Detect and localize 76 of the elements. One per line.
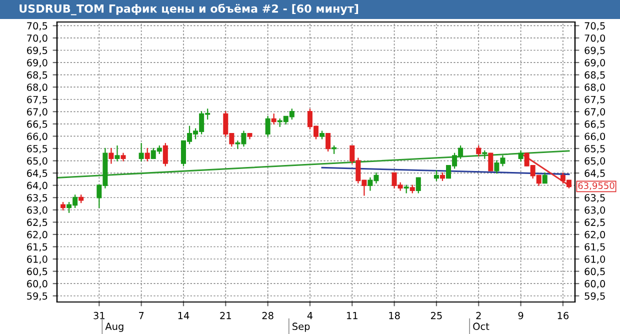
text: Aug [105,322,124,332]
y-tick-label: 70,5 [27,22,48,31]
y2-tick-label: 67,5 [584,96,605,104]
candlestick [265,116,270,137]
y-tick-label: 63,5 [27,194,48,202]
y-tick-label: 66,5 [27,120,48,129]
y2-tick-label: 66,0 [584,132,606,142]
y-tick-label: 67,0 [27,108,48,116]
y-tick-label: 61,5 [27,243,48,252]
candlestick [326,133,331,152]
x-tick-label: 11 [347,312,358,320]
candlestick [488,152,494,172]
y2-tick-label: 69,0 [584,59,606,68]
y2-tick-label: 63,5 [584,194,605,202]
y2-tick-label: 63,0 [584,206,606,215]
y-tick-label: 61,0 [27,255,48,264]
y-tick-label: 69,0 [27,59,48,68]
y2-tick-label: 62,0 [584,230,606,240]
y-tick-label: 66,0 [27,132,48,142]
y-tick-label: 64,0 [27,182,48,190]
y-tick-label: 67,5 [27,96,48,104]
text: 63,9550 [578,182,614,190]
y2-tick-label: 70,5 [584,22,605,31]
y2-tick-label: 60,0 [584,280,606,288]
candlestick [518,150,524,162]
y-tick-label: 65,5 [27,144,48,154]
x-tick-label: 18 [389,312,400,320]
y2-tick-label: 59,5 [584,292,605,301]
y-tick-label: 68,0 [27,84,48,92]
candlestick [434,170,439,181]
y2-tick-label: 69,5 [584,46,605,56]
y-tick-label: 59,5 [27,292,48,301]
text: Oct [473,322,490,330]
x-tick-label: 31 [94,312,104,320]
y2-tick-label: 68,0 [584,84,606,92]
y-tick-label: 60,5 [27,268,48,276]
y-tick-label: 63,0 [27,206,48,215]
y2-tick-label: 65,0 [584,157,606,166]
x-tick-label: 16 [558,312,569,320]
candlestick [144,148,150,162]
x-tick-label: 2 [476,312,481,320]
x-tick-label: 21 [220,312,231,320]
y2-tick-label: 62,5 [584,218,605,227]
candlestick [162,143,168,166]
y2-tick-label: 66,5 [584,120,605,129]
y2-tick-label: 70,0 [584,34,606,43]
y2-tick-label: 68,5 [584,71,605,80]
y-tick-label: 65,0 [27,157,48,166]
x-tick-label: 4 [307,312,313,320]
candlestick [416,177,421,194]
x-tick-label: 9 [518,312,524,320]
candlestick [138,143,144,162]
candlestick [108,148,114,164]
y-tick-label: 64,5 [27,170,48,178]
y2-tick-label: 65,5 [584,144,605,154]
y-tick-label: 62,0 [27,230,48,240]
y-tick-label: 69,5 [27,46,48,56]
y2-tick-label: 60,5 [584,268,605,276]
y2-tick-label: 64,5 [584,170,605,178]
text: Sep [292,322,310,332]
candlestick [542,172,548,184]
y2-tick-label: 61,5 [584,243,605,252]
y-tick-label: 68,5 [27,71,48,80]
x-tick-label: 28 [262,312,274,320]
x-tick-label: 7 [139,312,144,320]
candlestick [476,145,482,156]
y-tick-label: 70,0 [27,34,48,43]
chart-title: USDRUB_TOM График цены и объёма #2 - [60 минут] [20,4,358,16]
x-tick-label: 25 [430,312,442,320]
y-tick-label: 62,5 [27,218,48,227]
y-tick-label: 60,0 [27,280,48,288]
y2-tick-label: 67,0 [584,108,606,116]
y2-tick-label: 61,0 [584,255,606,264]
candlestick [271,114,276,124]
candlestick [114,145,120,162]
x-tick-label: 14 [178,312,190,320]
